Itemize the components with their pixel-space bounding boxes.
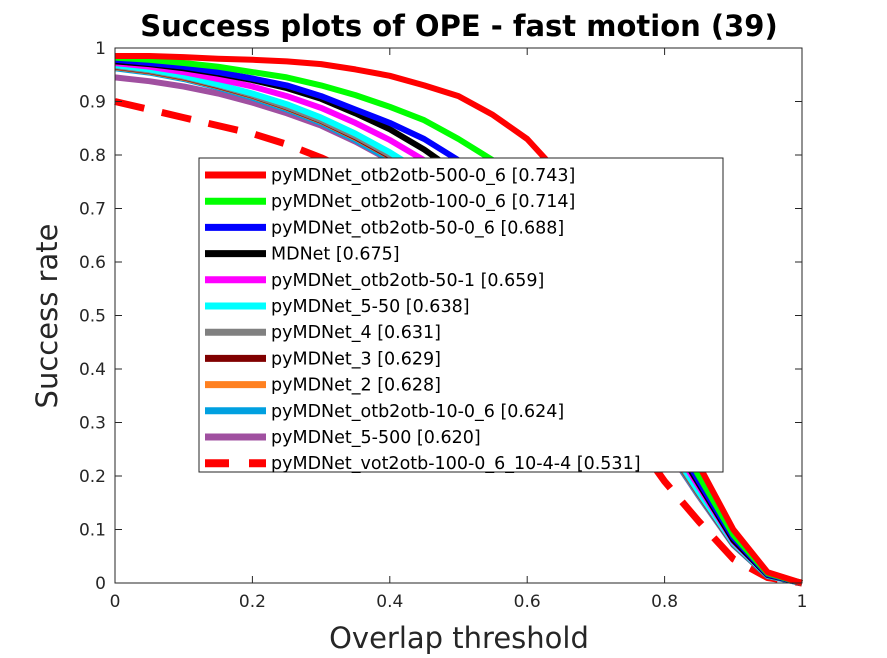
y-tick-label: 0.8: [79, 146, 106, 166]
legend-entry-2: pyMDNet_otb2otb-100-0_6 [0.714]: [271, 192, 575, 212]
y-tick-label: 1: [95, 39, 106, 59]
axes-layer: 0 0.2 0.4 0.6 0.8 1 0 0.1 0.2 0.3 0.4 0.5 0.6 0.7 0.8 0…: [79, 39, 807, 612]
legend-entry-12: pyMDNet_vot2otb-100-0_6_10-4-4 [0.531]: [271, 454, 641, 474]
x-tick-label: 0.4: [376, 592, 403, 612]
x-tick-label: 0.8: [651, 592, 678, 612]
y-tick-label: 0: [95, 574, 106, 594]
legend-entry-8: pyMDNet_3 [0.629]: [271, 349, 441, 369]
y-tick-label: 0.4: [79, 360, 106, 380]
legend-entry-7: pyMDNet_4 [0.631]: [271, 323, 441, 343]
x-tick-label: 0.2: [239, 592, 266, 612]
y-tick-label: 0.1: [79, 521, 106, 541]
y-tick-label: 0.7: [79, 200, 106, 220]
legend-entry-5: pyMDNet_otb2otb-50-1 [0.659]: [271, 271, 544, 291]
x-tick-label: 0.6: [514, 592, 541, 612]
y-tick-label: 0.5: [79, 307, 106, 327]
y-tick-label: 0.2: [79, 467, 106, 487]
y-axis-label: Success rate: [30, 224, 64, 409]
legend-entry-3: pyMDNet_otb2otb-50-0_6 [0.688]: [271, 218, 564, 238]
legend-entry-4: MDNet [0.675]: [271, 245, 400, 265]
x-tick-label: 1: [797, 592, 808, 612]
y-tick-label: 0.3: [79, 414, 106, 434]
legend: pyMDNet_otb2otb-500-0_6 [0.743] pyMDNet_o…: [198, 157, 724, 474]
legend-box: [198, 157, 724, 473]
legend-entry-9: pyMDNet_2 [0.628]: [271, 376, 441, 396]
series-line-12: [114, 98, 803, 587]
x-axis-label: Overlap threshold: [329, 621, 589, 655]
y-tick-label: 0.9: [79, 93, 106, 113]
y-tick-label: 0.6: [79, 253, 106, 273]
x-tick-label: 0: [110, 592, 121, 612]
legend-entry-11: pyMDNet_5-500 [0.620]: [271, 428, 481, 448]
legend-entry-1: pyMDNet_otb2otb-500-0_6 [0.743]: [271, 166, 575, 186]
chart-title: Success plots of OPE - fast motion (39): [140, 9, 778, 43]
legend-entry-10: pyMDNet_otb2otb-10-0_6 [0.624]: [271, 402, 564, 422]
legend-entry-6: pyMDNet_5-50 [0.638]: [271, 297, 470, 317]
